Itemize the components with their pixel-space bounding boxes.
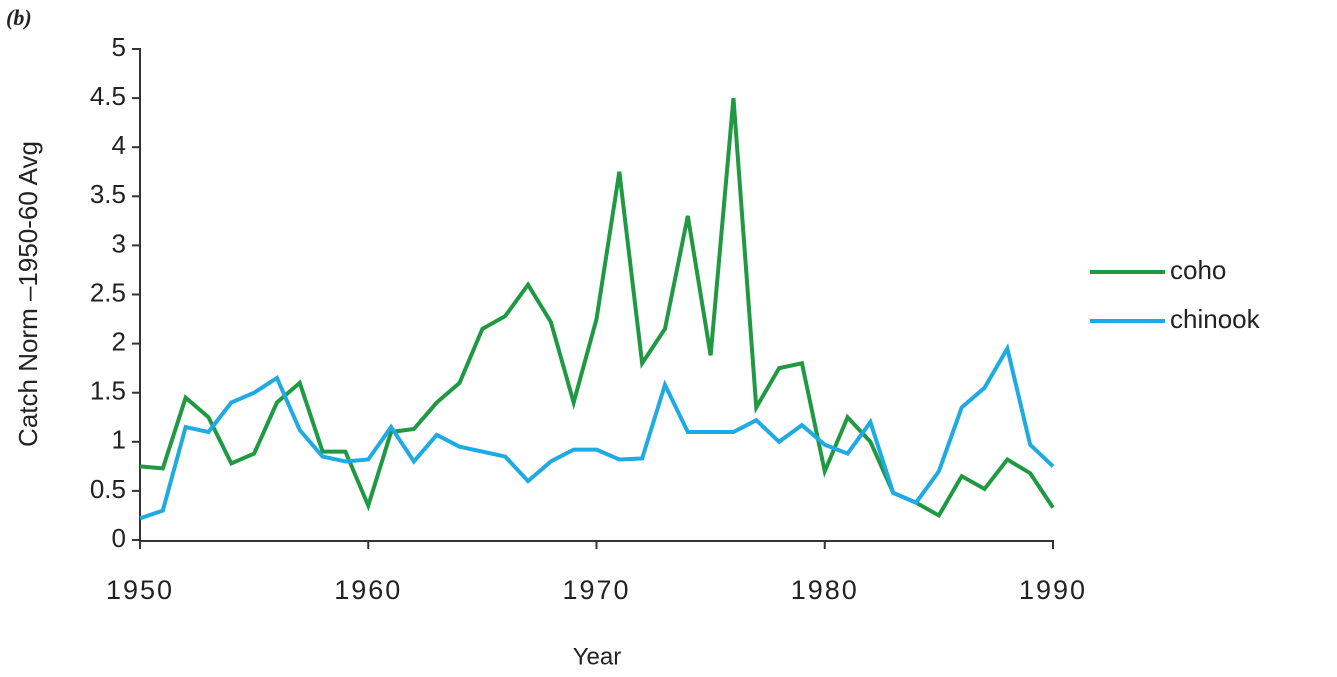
x-tick-label: 1990 (1019, 575, 1087, 605)
y-axis-label: Catch Norm –1950-60 Avg (13, 141, 43, 447)
y-tick-label: 0 (112, 523, 126, 553)
y-tick-label: 3 (112, 228, 126, 258)
legend-label: coho (1170, 255, 1226, 285)
line-series (139, 343, 1055, 521)
y-tick-label: 4.5 (90, 81, 126, 111)
y-tick-label: 2 (112, 326, 126, 356)
panel-label: (b) (6, 5, 32, 30)
y-tick-label: 3.5 (90, 179, 126, 209)
legend-label: chinook (1170, 304, 1261, 334)
x-tick-label: 1950 (106, 575, 174, 605)
y-tick-label: 4 (112, 130, 126, 160)
y-tick-label: 1.5 (90, 376, 126, 406)
x-axis-label: Year (573, 643, 622, 670)
x-tick-label: 1960 (334, 575, 402, 605)
x-tick-label: 1980 (791, 575, 859, 605)
y-tick-label: 2.5 (90, 277, 126, 307)
line-series (139, 97, 1055, 519)
x-tick-label: 1970 (562, 575, 630, 605)
y-tick-label: 1 (112, 425, 126, 455)
y-tick-label: 5 (112, 32, 126, 62)
y-tick-label: 0.5 (90, 474, 126, 504)
